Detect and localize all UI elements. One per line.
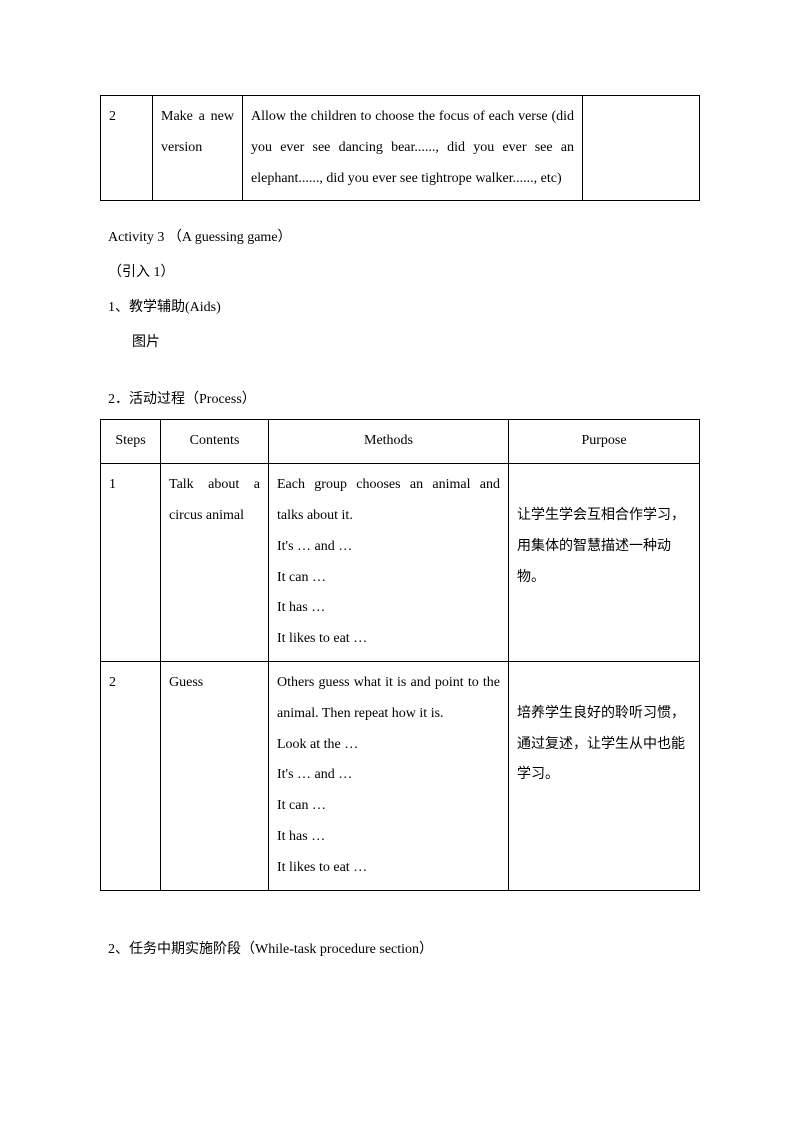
process-heading: 2．活动过程（Process） [100,385,700,416]
header-methods: Methods [269,420,509,464]
table-row: 1 Talk about a circus animal Each group … [101,464,700,662]
cell-contents: Guess [161,661,269,890]
table-1: 2 Make a new version Allow the children … [100,95,700,201]
cell-purpose [583,96,700,201]
cell-step: 1 [101,464,161,662]
header-steps: Steps [101,420,161,464]
cell-contents: Talk about a circus animal [161,464,269,662]
footer-heading: 2、任务中期实施阶段（While-task procedure section） [100,935,700,966]
intro-label: （引入 1） [100,258,700,289]
table-row: 2 Guess Others guess what it is and poin… [101,661,700,890]
purpose-text: 培养学生良好的聆听习惯，通过复述，让学生从中也能学习。 [517,706,685,783]
purpose-text: 让学生学会互相合作学习，用集体的智慧描述一种动物。 [517,508,685,585]
header-contents: Contents [161,420,269,464]
cell-step: 2 [101,661,161,890]
cell-purpose: 让学生学会互相合作学习，用集体的智慧描述一种动物。 [509,464,700,662]
header-purpose: Purpose [509,420,700,464]
cell-methods: Others guess what it is and point to the… [269,661,509,890]
table-header-row: Steps Contents Methods Purpose [101,420,700,464]
cell-methods: Each group chooses an animal and talks a… [269,464,509,662]
table-2: Steps Contents Methods Purpose 1 Talk ab… [100,419,700,890]
cell-step: 2 [101,96,153,201]
table-row: 2 Make a new version Allow the children … [101,96,700,201]
aids-item: 图片 [100,328,700,359]
activity-title: Activity 3 （A guessing game） [100,223,700,254]
cell-contents: Make a new version [153,96,243,201]
cell-methods: Allow the children to choose the focus o… [243,96,583,201]
cell-purpose: 培养学生良好的聆听习惯，通过复述，让学生从中也能学习。 [509,661,700,890]
aids-heading: 1、教学辅助(Aids) [100,293,700,324]
